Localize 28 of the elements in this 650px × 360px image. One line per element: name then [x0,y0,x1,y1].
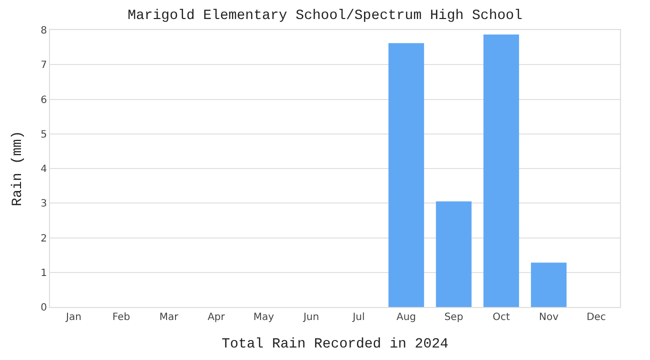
x-tick-label: Aug [396,312,416,323]
x-tick-label: Dec [586,312,606,323]
x-tick-label: May [253,312,274,323]
y-tick-label: 8 [40,26,47,36]
y-tick-label: 6 [40,94,47,106]
y-axis-title: Rain (mm) [10,130,26,206]
y-tick-label: 7 [40,60,47,72]
x-tick-label: Apr [208,312,226,323]
y-tick-label: 0 [40,302,47,314]
x-tick-label: Sep [444,312,464,323]
bar [388,43,424,307]
x-tick-label: Jun [302,312,320,323]
y-tick-label: 1 [40,268,47,279]
bar [483,34,520,307]
y-tick-label: 4 [40,164,47,175]
x-tick-label: Jul [352,312,365,323]
bar [436,201,472,307]
x-tick-label: Oct [492,312,510,323]
chart-title: Marigold Elementary School/Spectrum High School [128,8,522,24]
y-tick-label: 5 [40,129,47,140]
x-tick-label: Mar [159,312,180,323]
bar [530,262,567,307]
x-tick-label: Nov [538,312,559,323]
x-tick-label: Jan [65,312,82,323]
x-axis-title: Total Rain Recorded in 2024 [222,336,448,352]
y-tick-label: 2 [40,233,47,244]
x-tick-label: Feb [112,312,130,323]
y-tick-label: 3 [40,198,47,210]
